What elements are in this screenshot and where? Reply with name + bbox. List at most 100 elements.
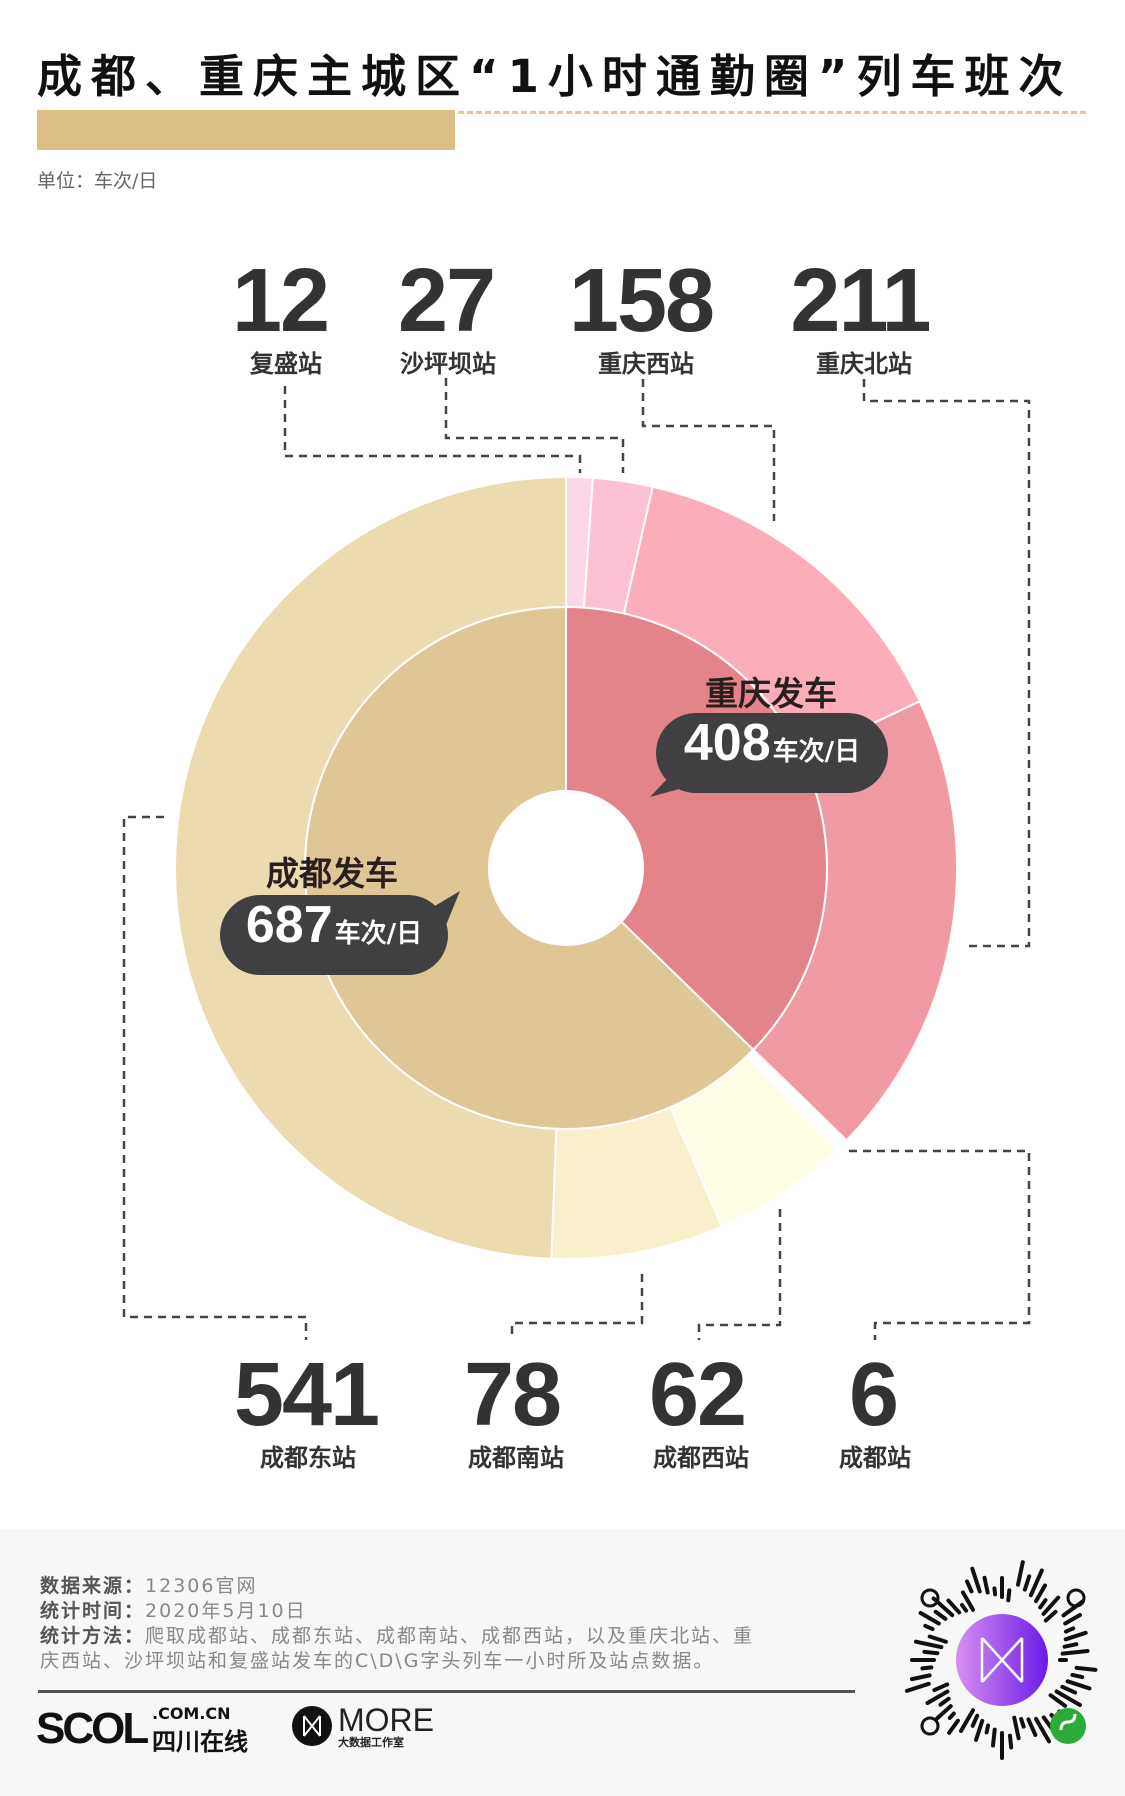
qr-ray — [1063, 1613, 1082, 1626]
qr-ray — [961, 1590, 975, 1612]
leader-line — [283, 386, 582, 473]
leader-line — [641, 379, 776, 521]
name-label-chongqingbei: 重庆北站 — [816, 350, 912, 378]
title-dashed-divider — [458, 111, 1086, 114]
callout-bubble-chongqing: 408 车次/日 — [656, 713, 888, 793]
outer-ring — [174, 475, 958, 1260]
leader-line — [444, 378, 625, 473]
callout-value: 408 — [683, 714, 771, 772]
callout-unit: 车次/日 — [334, 919, 423, 949]
value-label-chengdu: 6 — [848, 1345, 899, 1445]
name-label-chengduxi: 成都西站 — [653, 1444, 749, 1472]
qr-ray — [934, 1704, 953, 1721]
qr-ray — [1062, 1642, 1079, 1649]
more-logo-text: MORE — [338, 1702, 434, 1738]
more-logo-sub: 大数据工作室 — [338, 1736, 404, 1749]
qr-ray — [1016, 1560, 1025, 1587]
qr-ray — [1063, 1626, 1076, 1634]
qr-ray — [1041, 1595, 1061, 1616]
callout-value: 687 — [245, 896, 333, 954]
qr-ray — [1028, 1568, 1044, 1598]
qr-ray — [991, 1727, 997, 1748]
value-label-chengdunan: 78 — [463, 1345, 562, 1445]
callout-unit: 车次/日 — [772, 737, 861, 767]
qr-ray — [920, 1665, 934, 1671]
group-title-chengdu: 成都发车 — [266, 854, 398, 893]
unit-label: 单位：车次/日 — [37, 170, 158, 192]
leader-line — [849, 1149, 1031, 1340]
name-label-chengdu: 成都站 — [839, 1444, 911, 1472]
more-logo-icon — [292, 1706, 332, 1746]
qr-ray — [1074, 1665, 1098, 1672]
callout-bubble-chengdu: 687 车次/日 — [220, 895, 448, 975]
value-label-shapingba: 27 — [397, 251, 496, 351]
qr-ray — [913, 1639, 944, 1650]
qr-ray — [947, 1718, 960, 1735]
qr-ray — [904, 1681, 931, 1693]
qr-ray — [984, 1723, 991, 1735]
footer-method-cont: 庆西站、沙坪坝站和复盛站发车的C\D\G字头列车一小时所及站点数据。 — [40, 1650, 715, 1672]
qr-ray — [922, 1649, 940, 1656]
qr-ray — [982, 1575, 990, 1595]
qr-ray — [1026, 1717, 1038, 1737]
value-label-chongqingbei: 211 — [790, 251, 931, 351]
qr-ray — [932, 1682, 950, 1693]
qr-ray — [910, 1673, 932, 1682]
footer-method: 统计方法：爬取成都站、成都东站、成都南站、成都西站，以及重庆北站、重 — [40, 1625, 755, 1647]
wechat-mini-program-icon — [1050, 1708, 1086, 1744]
qr-ray — [1054, 1689, 1082, 1707]
qr-ray — [970, 1566, 982, 1594]
qr-ray — [1048, 1693, 1068, 1708]
qr-ray — [1034, 1716, 1051, 1744]
name-label-fusheng: 复盛站 — [250, 350, 322, 378]
qr-ray — [965, 1579, 974, 1594]
footer-source: 数据来源：12306官网 — [40, 1575, 258, 1597]
qr-ray — [1006, 1588, 1012, 1603]
leader-line — [862, 379, 1031, 948]
qr-ray — [927, 1634, 948, 1644]
qr-ray — [938, 1696, 951, 1707]
qr-ray — [923, 1623, 935, 1632]
leader-line — [697, 1209, 782, 1340]
qr-ray — [925, 1689, 950, 1705]
qr-ray — [1063, 1630, 1088, 1642]
qr-ray — [1043, 1609, 1058, 1623]
name-label-chongqingxi: 重庆西站 — [598, 350, 694, 378]
value-label-chongqingxi: 158 — [568, 251, 715, 351]
qr-ray — [1019, 1716, 1026, 1729]
qr-ray — [918, 1611, 941, 1626]
name-label-shapingba: 沙坪坝站 — [400, 350, 496, 378]
qr-ray — [1034, 1583, 1047, 1604]
mini-program-qr-code[interactable] — [898, 1556, 1108, 1766]
scol-logo: SCOL — [36, 1704, 149, 1753]
qr-ray — [974, 1718, 985, 1742]
footer: 数据来源：12306官网 统计时间：2020年5月10日 统计方法：爬取成都站、… — [0, 1529, 1125, 1796]
title-accent-bar — [37, 110, 455, 150]
qr-ray — [992, 1586, 998, 1597]
qr-ray — [1012, 1715, 1021, 1741]
qr-ray — [946, 1598, 962, 1615]
qr-ray — [1065, 1679, 1092, 1691]
group-title-chongqing: 重庆发车 — [705, 674, 837, 713]
footer-divider — [38, 1690, 855, 1693]
qr-ray — [970, 1713, 980, 1728]
qr-ray — [1022, 1574, 1032, 1592]
value-label-fusheng: 12 — [231, 251, 330, 351]
qr-ray — [960, 1602, 969, 1613]
qr-ray — [959, 1708, 975, 1734]
page-title: 成都、重庆主城区“1小时通勤圈”列车班次 — [37, 50, 1073, 103]
name-label-chengdunan: 成都南站 — [468, 1444, 564, 1472]
qr-ray — [1007, 1733, 1014, 1750]
qr-ray — [947, 1711, 956, 1720]
leader-line — [510, 1274, 644, 1340]
qr-ray — [1070, 1672, 1085, 1680]
qr-ray — [1038, 1598, 1048, 1610]
footer-time: 统计时间：2020年5月10日 — [40, 1600, 307, 1622]
qr-ray — [1060, 1684, 1078, 1695]
leader-lines — [122, 378, 1031, 1340]
qr-ray — [933, 1609, 948, 1621]
inner-slice — [304, 605, 755, 1130]
scol-logo-cn: 四川在线 — [152, 1728, 248, 1756]
value-label-chengdudong: 541 — [233, 1345, 380, 1445]
